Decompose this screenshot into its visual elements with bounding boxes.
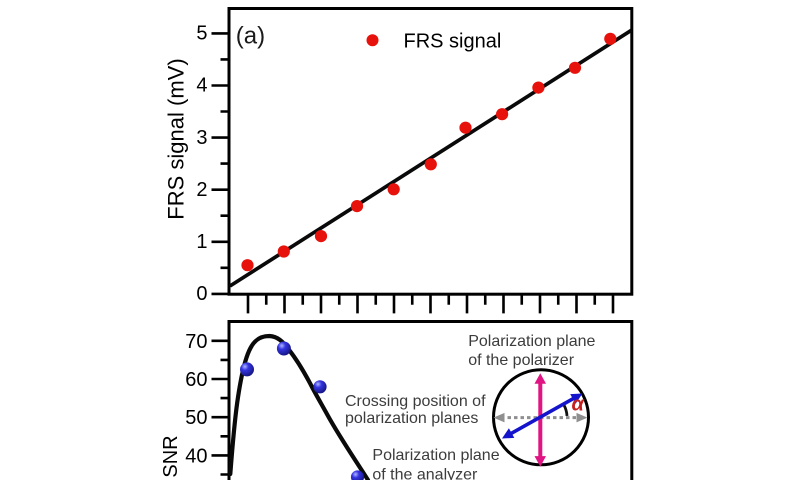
svg-text:1: 1 bbox=[196, 231, 207, 253]
svg-text:0: 0 bbox=[196, 283, 207, 305]
svg-text:50: 50 bbox=[185, 407, 207, 429]
svg-text:70: 70 bbox=[185, 331, 207, 353]
svg-text:5: 5 bbox=[196, 23, 207, 45]
svg-text:polarization planes: polarization planes bbox=[345, 410, 478, 427]
svg-text:40: 40 bbox=[185, 445, 207, 467]
svg-text:Polarization plane: Polarization plane bbox=[372, 447, 499, 464]
svg-text:FRS signal (mV): FRS signal (mV) bbox=[164, 58, 189, 219]
svg-text:2: 2 bbox=[196, 179, 207, 201]
svg-text:of the polarizer: of the polarizer bbox=[468, 352, 575, 369]
svg-text:60: 60 bbox=[185, 369, 207, 391]
svg-text:(a): (a) bbox=[236, 23, 265, 50]
svg-text:3: 3 bbox=[196, 127, 207, 149]
svg-text:4: 4 bbox=[196, 75, 207, 97]
svg-text:Polarization plane: Polarization plane bbox=[468, 333, 595, 350]
svg-text:FRS signal: FRS signal bbox=[404, 30, 502, 52]
svg-text:of the analyzer: of the analyzer bbox=[372, 466, 478, 480]
svg-text:Crossing position of: Crossing position of bbox=[345, 393, 486, 410]
svg-text:SNR: SNR bbox=[160, 435, 182, 477]
svg-text:α: α bbox=[572, 394, 586, 416]
